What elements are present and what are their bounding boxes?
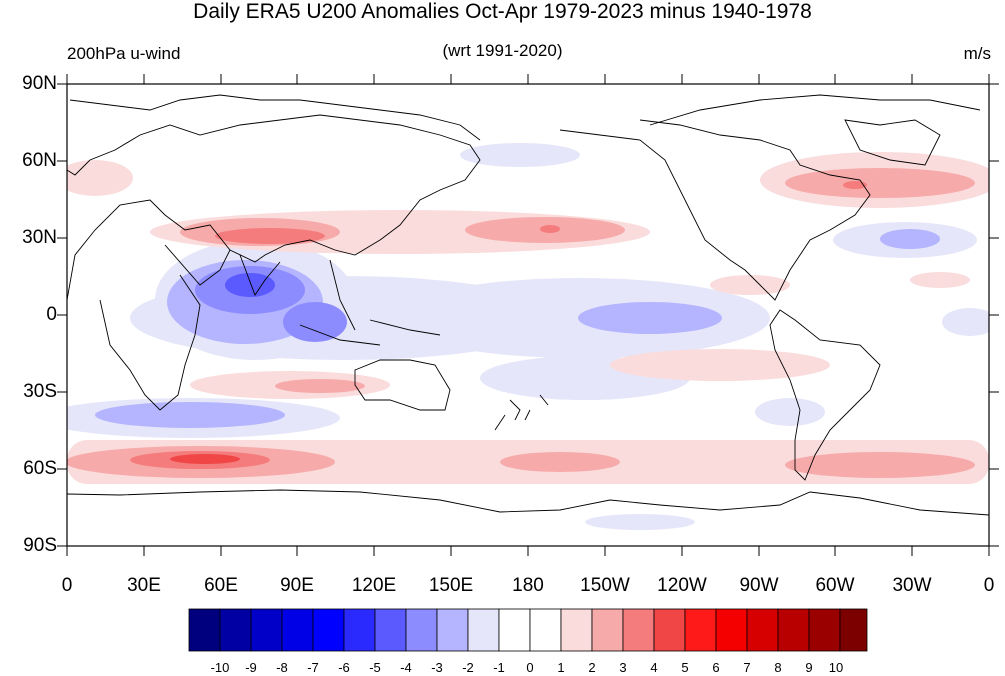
colorbar-box [715, 608, 748, 652]
lon-label: 60E [204, 575, 238, 596]
colorbar-box [529, 608, 562, 652]
colorbar-box [839, 608, 868, 652]
colorbar-label: 10 [828, 660, 844, 675]
colorbar-box [653, 608, 686, 652]
colorbar-box [591, 608, 624, 652]
lat-label: 30S [23, 381, 57, 402]
colorbar-box [684, 608, 717, 652]
colorbar-label: 2 [588, 660, 596, 675]
reference-period-label: (wrt 1991-2020) [442, 41, 563, 60]
lon-label: 150W [580, 575, 630, 596]
colorbar-box [374, 608, 407, 652]
colorbar-label: 3 [619, 660, 627, 675]
colorbar-label: 7 [743, 660, 751, 675]
lon-label: 30W [892, 575, 932, 596]
lat-label: 90S [23, 535, 57, 556]
colorbar-box [808, 608, 841, 652]
colorbar-box [405, 608, 438, 652]
colorbar-box [436, 608, 469, 652]
axis-ticks [57, 74, 999, 556]
colorbar-box [188, 608, 221, 652]
colorbar-label: 5 [681, 660, 689, 675]
colorbar-box [467, 608, 500, 652]
map-title: Daily ERA5 U200 Anomalies Oct-Apr 1979-2… [193, 0, 812, 23]
lon-label: 180 [512, 575, 544, 596]
colorbar-box [281, 608, 314, 652]
colorbar-label: 4 [650, 660, 658, 675]
lon-label: 0 [983, 575, 995, 596]
lat-label: 60N [22, 150, 57, 171]
colorbar-box [498, 608, 531, 652]
colorbar-box [312, 608, 345, 652]
colorbar-label: -6 [338, 660, 350, 675]
lon-label: 90E [280, 575, 314, 596]
colorbar-label: -10 [210, 660, 230, 675]
colorbar-label: 6 [712, 660, 720, 675]
colorbar-label: -5 [369, 660, 381, 675]
lon-label: 120E [351, 575, 397, 596]
lat-label: 90N [22, 73, 57, 94]
colorbar-box [250, 608, 283, 652]
colorbar-box [746, 608, 779, 652]
colorbar-label: 9 [805, 660, 813, 675]
lat-label: 0 [46, 304, 57, 325]
colorbar-box [219, 608, 252, 652]
lon-label: 60W [815, 575, 855, 596]
colorbar-box [777, 608, 810, 652]
colorbar-label: -3 [431, 660, 443, 675]
lat-label: 60S [23, 458, 57, 479]
colorbar-label: -7 [307, 660, 319, 675]
units-label: m/s [963, 44, 991, 63]
colorbar-label: -2 [462, 660, 474, 675]
lon-label: 150E [428, 575, 474, 596]
colorbar-label: -8 [276, 660, 288, 675]
coastlines [67, 94, 989, 516]
anomaly-field [67, 143, 989, 530]
colorbar-label: -9 [245, 660, 257, 675]
lon-label: 90W [739, 575, 779, 596]
colorbar-label: 0 [526, 660, 534, 675]
lon-label: 0 [61, 575, 73, 596]
lon-label: 30E [127, 575, 161, 596]
colorbar-box [343, 608, 376, 652]
colorbar-label: -4 [400, 660, 412, 675]
colorbar-label: 1 [557, 660, 565, 675]
lat-label: 30N [22, 227, 57, 248]
variable-label: 200hPa u-wind [67, 44, 181, 63]
colorbar-label: 8 [774, 660, 782, 675]
colorbar-box [622, 608, 655, 652]
colorbar-box [560, 608, 593, 652]
colorbar-label: -1 [493, 660, 505, 675]
colorbar [188, 608, 868, 652]
lon-label: 120W [657, 575, 707, 596]
